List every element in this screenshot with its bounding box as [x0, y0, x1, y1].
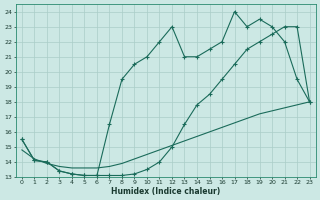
X-axis label: Humidex (Indice chaleur): Humidex (Indice chaleur) — [111, 187, 220, 196]
